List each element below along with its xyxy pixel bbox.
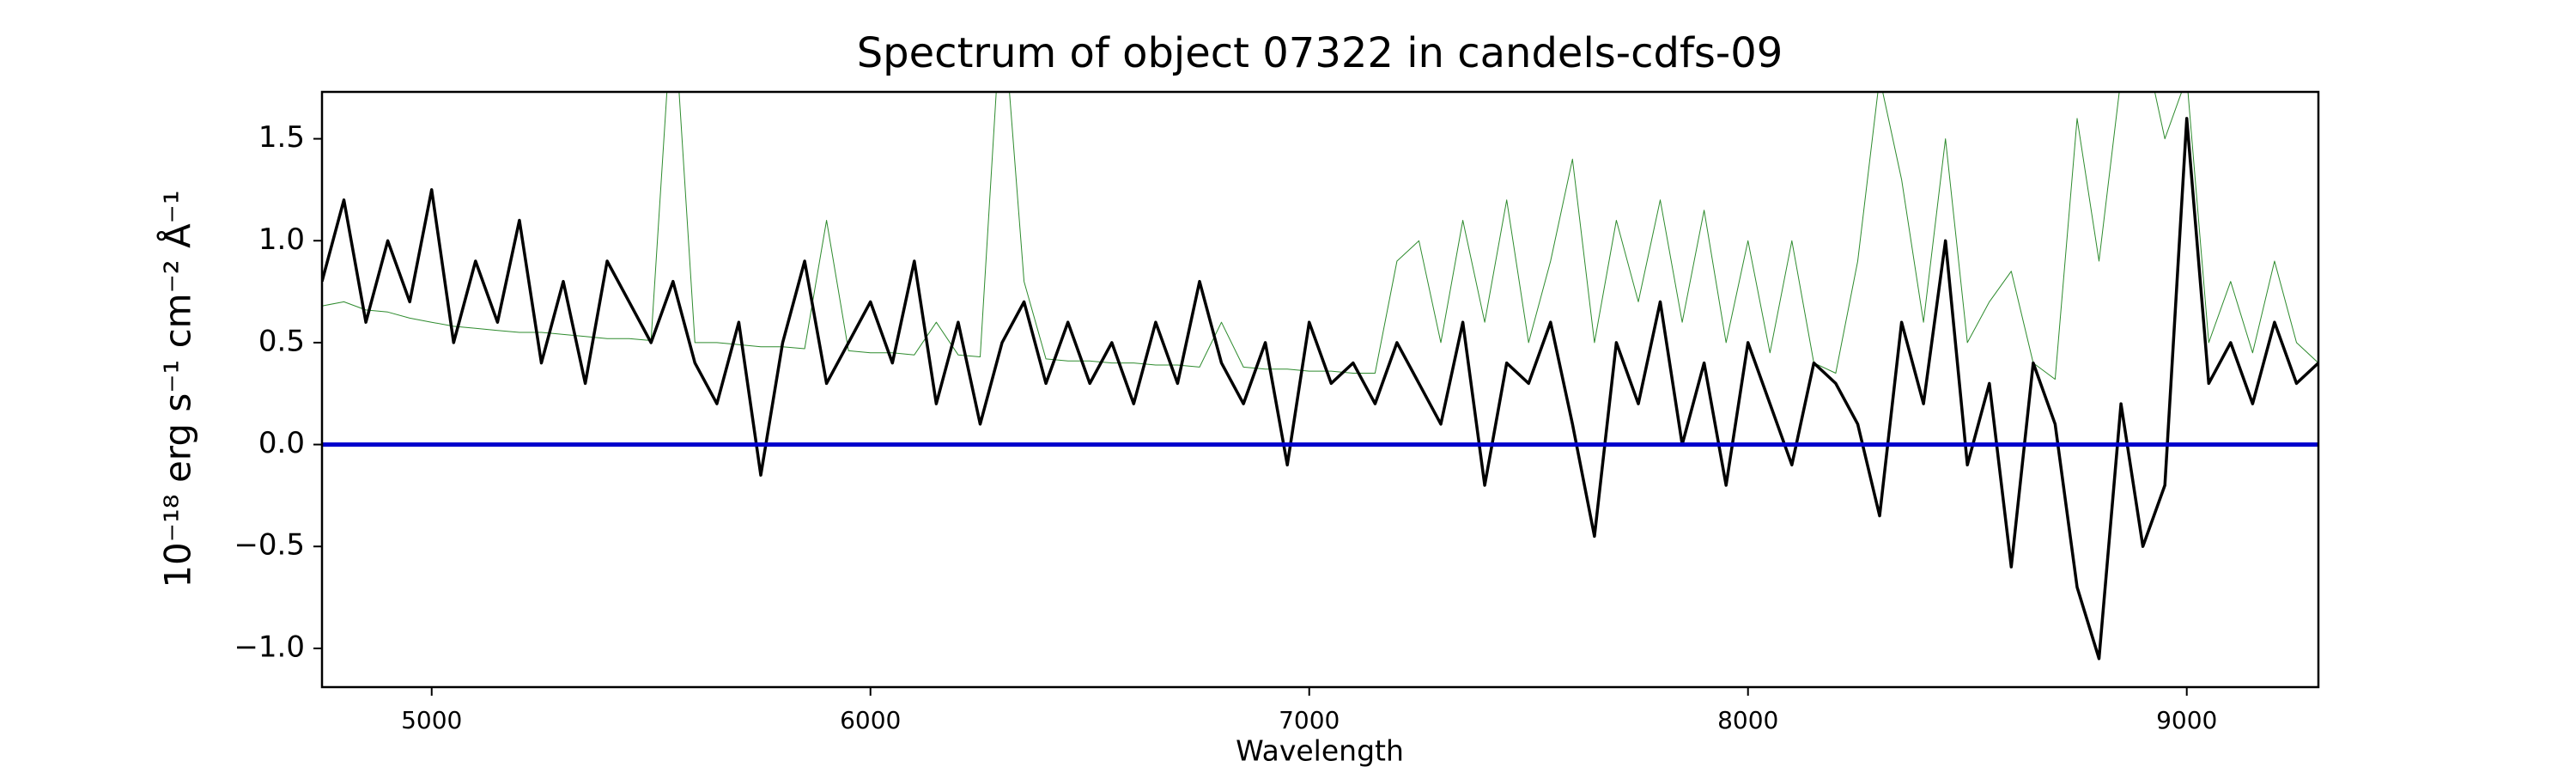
x-tick-label: 8000 (1717, 706, 1778, 734)
x-tick-label: 9000 (2156, 706, 2217, 734)
chart-title: Spectrum of object 07322 in candels-cdfs… (857, 29, 1783, 77)
series-line (322, 117, 2318, 660)
y-tick-label: 0.5 (258, 324, 305, 358)
y-axis-label: 10⁻¹⁸ erg s⁻¹ cm⁻² Å⁻¹ (156, 190, 199, 587)
y-tick-label: 1.0 (258, 222, 305, 257)
x-tick-label: 6000 (840, 706, 901, 734)
x-axis-label: Wavelength (1236, 734, 1404, 768)
y-tick-label: 0.0 (258, 426, 305, 460)
plot-frame (320, 90, 2320, 689)
y-tick-label: −1.0 (234, 630, 305, 664)
series-line (322, 92, 2318, 380)
plot-lines (322, 92, 2318, 660)
x-tick-label: 5000 (401, 706, 462, 734)
x-tick-label: 7000 (1279, 706, 1340, 734)
y-tick-label: 1.5 (258, 120, 305, 155)
y-tick-label: −0.5 (234, 528, 305, 563)
